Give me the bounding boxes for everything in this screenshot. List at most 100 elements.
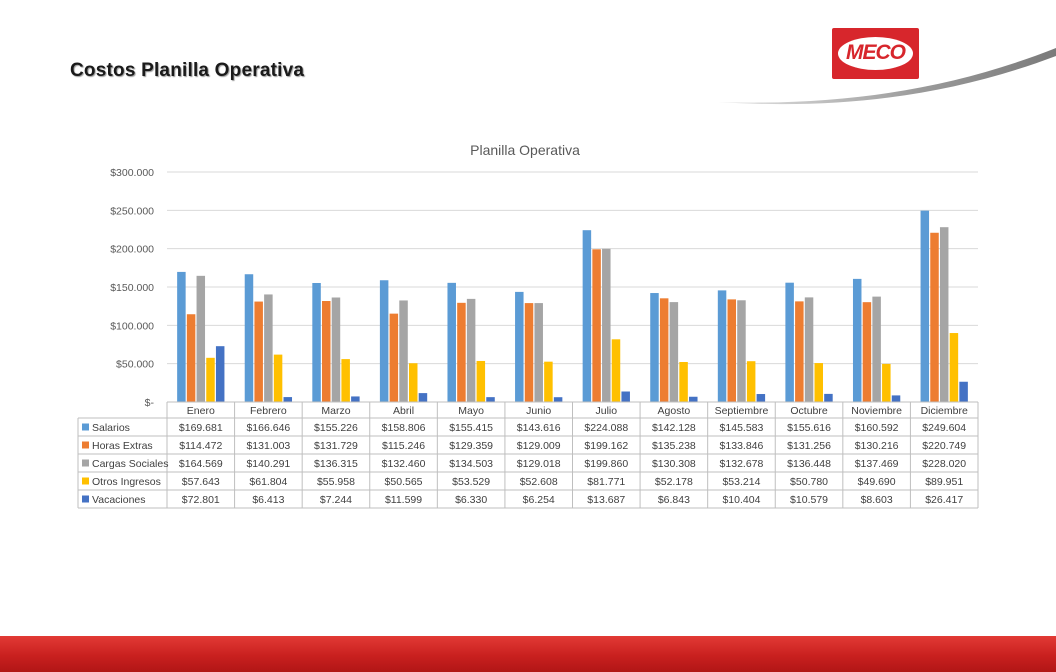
bar-cargas-sociales xyxy=(534,303,543,402)
category-label: Julio xyxy=(595,405,617,417)
bar-otros-ingresos xyxy=(949,333,959,402)
bar-cargas-sociales xyxy=(602,248,611,402)
data-label: $220.749 xyxy=(922,440,966,452)
bar-otros-ingresos xyxy=(611,339,621,402)
bar-horas-extras xyxy=(457,302,466,402)
legend-key xyxy=(82,459,89,467)
data-label: $6.254 xyxy=(523,494,555,506)
bar-salarios xyxy=(312,282,321,402)
bar-horas-extras xyxy=(592,249,601,402)
bar-cargas-sociales xyxy=(331,297,341,402)
data-label: $49.690 xyxy=(858,476,896,488)
bar-salarios xyxy=(582,230,592,402)
data-label: $26.417 xyxy=(925,494,963,506)
bar-vacaciones xyxy=(351,396,360,402)
data-label: $130.216 xyxy=(855,440,899,452)
bar-salarios xyxy=(717,290,727,402)
data-label: $6.843 xyxy=(658,494,690,506)
bar-cargas-sociales xyxy=(466,298,476,402)
bar-cargas-sociales xyxy=(399,300,408,402)
data-label: $133.846 xyxy=(720,440,764,452)
chart-area: $300.000 $250.000 $200.000 $150.000 $100.000… xyxy=(77,167,979,509)
y-tick-label: $150.000 xyxy=(110,282,154,294)
bar-horas-extras xyxy=(727,299,737,402)
bar-horas-extras xyxy=(322,301,331,402)
data-label: $155.415 xyxy=(449,422,493,434)
bar-otros-ingresos xyxy=(814,363,823,402)
data-label: $228.020 xyxy=(922,458,966,470)
data-label: $61.804 xyxy=(249,476,287,488)
data-label: $136.448 xyxy=(787,458,831,470)
y-tick-label: $300.000 xyxy=(110,167,154,179)
bar-cargas-sociales xyxy=(804,297,814,402)
data-label: $129.018 xyxy=(517,458,561,470)
bar-salarios xyxy=(515,291,524,402)
data-label: $199.162 xyxy=(584,440,628,452)
data-label: $72.801 xyxy=(182,494,220,506)
data-label: $158.806 xyxy=(382,422,426,434)
bar-cargas-sociales xyxy=(939,227,949,402)
category-label: Junio xyxy=(526,405,551,417)
bar-otros-ingresos xyxy=(408,363,418,402)
data-label: $132.678 xyxy=(720,458,764,470)
bar-horas-extras xyxy=(795,301,804,402)
data-label: $249.604 xyxy=(922,422,966,434)
data-label: $7.244 xyxy=(320,494,352,506)
bar-vacaciones xyxy=(891,395,901,402)
data-label: $143.616 xyxy=(517,422,561,434)
category-label: Mayo xyxy=(458,405,484,417)
data-label: $131.003 xyxy=(246,440,290,452)
bar-salarios xyxy=(379,280,389,402)
data-label: $131.256 xyxy=(787,440,831,452)
bar-cargas-sociales xyxy=(669,302,679,402)
data-label: $53.214 xyxy=(722,476,760,488)
bar-cargas-sociales xyxy=(872,296,881,402)
data-label: $164.569 xyxy=(179,458,223,470)
data-label: $166.646 xyxy=(246,422,290,434)
data-label: $114.472 xyxy=(179,440,222,452)
data-label: $130.308 xyxy=(652,458,696,470)
data-label: $131.729 xyxy=(314,440,358,452)
legend-key xyxy=(82,495,89,503)
data-label: $115.246 xyxy=(382,440,425,452)
logo-text: MECO xyxy=(846,41,906,64)
bottom-brand-bar xyxy=(0,636,1056,672)
data-label: $199.860 xyxy=(584,458,628,470)
data-label: $140.291 xyxy=(246,458,290,470)
legend-key xyxy=(82,477,89,485)
bar-otros-ingresos xyxy=(544,361,553,402)
bar-horas-extras xyxy=(186,314,196,402)
bar-vacaciones xyxy=(418,393,428,402)
bar-salarios xyxy=(244,274,254,402)
data-label: $224.088 xyxy=(584,422,628,434)
bar-otros-ingresos xyxy=(679,361,688,402)
bar-horas-extras xyxy=(659,298,669,402)
data-label: $145.583 xyxy=(720,422,764,434)
series-name: Otros Ingresos xyxy=(92,476,161,488)
category-label: Marzo xyxy=(321,405,350,417)
bar-salarios xyxy=(447,282,456,402)
category-label: Octubre xyxy=(790,405,828,417)
bar-vacaciones xyxy=(824,393,833,402)
category-label: Agosto xyxy=(658,405,691,417)
bar-vacaciones xyxy=(553,397,563,402)
bar-salarios xyxy=(785,282,794,402)
bar-cargas-sociales xyxy=(264,294,273,402)
data-label: $155.616 xyxy=(787,422,831,434)
data-label: $136.315 xyxy=(314,458,358,470)
slide-title: Costos Planilla Operativa xyxy=(70,60,305,81)
data-label: $53.529 xyxy=(452,476,490,488)
series-name: Salarios xyxy=(92,422,130,434)
data-label: $10.404 xyxy=(722,494,760,506)
series-name: Horas Extras xyxy=(92,440,153,452)
data-label: $137.469 xyxy=(855,458,899,470)
bar-otros-ingresos xyxy=(206,357,215,402)
bar-otros-ingresos xyxy=(746,361,756,402)
y-tick-label: $250.000 xyxy=(110,205,154,217)
data-label: $129.359 xyxy=(449,440,493,452)
meco-logo: MECO xyxy=(832,28,919,79)
y-tick-label: $100.000 xyxy=(110,320,154,332)
category-label: Febrero xyxy=(250,405,287,417)
bar-salarios xyxy=(852,278,862,402)
data-label: $52.608 xyxy=(520,476,558,488)
